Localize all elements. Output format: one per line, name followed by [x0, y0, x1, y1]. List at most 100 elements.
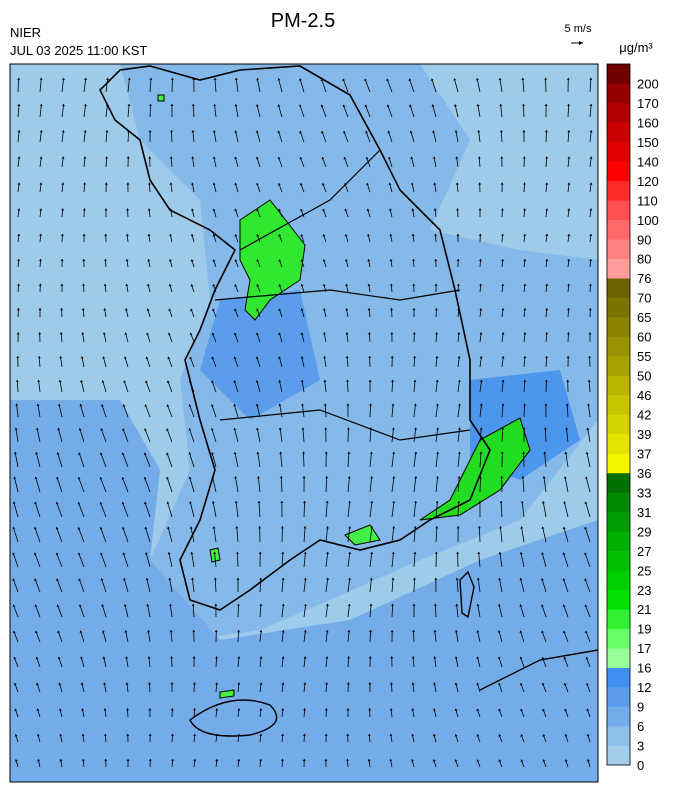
colorbar-segment	[607, 453, 630, 473]
colorbar-label: 23	[637, 583, 651, 598]
colorbar-label: 80	[637, 252, 651, 267]
wind-arrow	[433, 784, 436, 792]
colorbar-label: 21	[637, 602, 651, 617]
colorbar-label: 70	[637, 291, 651, 306]
wind-arrow	[38, 784, 40, 792]
colorbar-label: 42	[637, 408, 651, 423]
wind-arrowhead	[60, 784, 63, 786]
colorbar-segment	[607, 337, 630, 357]
wind-arrow	[521, 784, 524, 792]
wind-arrowhead	[367, 784, 370, 786]
colorbar-segment	[607, 668, 630, 688]
colorbar-segment	[607, 746, 630, 766]
wind-arrowhead	[520, 784, 523, 786]
wind-arrowhead	[15, 784, 18, 786]
wind-arrow	[194, 784, 195, 792]
wind-arrowhead	[215, 784, 218, 786]
colorbar-segment	[607, 590, 630, 610]
wind-arrow	[238, 784, 239, 792]
wind-arrowhead	[587, 784, 590, 786]
wind-arrowhead	[346, 784, 349, 786]
wind-arrow	[216, 784, 217, 792]
colorbar-segment	[607, 570, 630, 590]
colorbar-label: 170	[637, 96, 659, 111]
colorbar-segment	[607, 298, 630, 318]
colorbar-segment	[607, 239, 630, 259]
colorbar-label: 6	[637, 719, 644, 734]
wind-arrowhead	[389, 784, 392, 786]
colorbar-segment	[607, 161, 630, 181]
colorbar-label: 100	[637, 213, 659, 228]
wind-arrow	[61, 784, 62, 792]
wind-arrowhead	[127, 784, 130, 786]
colorbar-label: 50	[637, 369, 651, 384]
colorbar-segment	[607, 629, 630, 649]
wind-arrow	[588, 784, 590, 792]
wind-arrowhead	[565, 784, 568, 786]
colorbar-segment	[607, 687, 630, 707]
colorbar-label: 19	[637, 622, 651, 637]
colorbar-segment	[607, 473, 630, 493]
colorbar-label: 160	[637, 115, 659, 130]
colorbar-segment	[607, 609, 630, 629]
wind-arrowhead	[476, 784, 479, 786]
colorbar-label: 27	[637, 544, 651, 559]
colorbar-label: 29	[637, 524, 651, 539]
map	[10, 64, 598, 792]
wind-arrowhead	[498, 784, 501, 786]
datetime: JUL 03 2025 11:00 KST	[10, 43, 147, 58]
colorbar-label: 140	[637, 154, 659, 169]
colorbar-label: 9	[637, 700, 644, 715]
colorbar-label: 39	[637, 427, 651, 442]
colorbar-segment	[607, 220, 630, 240]
wind-arrowhead	[302, 784, 305, 786]
colorbar-label: 25	[637, 563, 651, 578]
colorbar-segment	[607, 181, 630, 201]
colorbar-segment	[607, 103, 630, 123]
colorbar-label: 60	[637, 330, 651, 345]
colorbar-segment	[607, 317, 630, 337]
colorbar-segment	[607, 707, 630, 727]
wind-arrowhead	[193, 784, 196, 786]
colorbar-segment	[607, 83, 630, 103]
wind-arrowhead	[37, 784, 40, 786]
wind-arrowhead	[281, 784, 284, 786]
wind-arrow	[369, 784, 370, 792]
colorbar-segment	[607, 142, 630, 162]
colorbar-segment	[607, 64, 630, 84]
wind-arrow	[414, 578, 415, 592]
colorbar-label: 46	[637, 388, 651, 403]
colorbar-label: 200	[637, 76, 659, 91]
vector-scale-label: 5 m/s	[565, 23, 592, 35]
wind-arrow	[303, 452, 304, 467]
wind-arrow	[455, 784, 458, 792]
unit-label: μg/m³	[619, 40, 653, 55]
agency: NIER	[10, 25, 41, 40]
colorbar-segment	[607, 512, 630, 532]
colorbar-label: 31	[637, 505, 651, 520]
colorbar: 0369121617192123252729313336373942465055…	[607, 64, 659, 773]
wind-arrowhead	[324, 784, 327, 786]
colorbar-label: 17	[637, 641, 651, 656]
wind-arrow	[16, 784, 18, 792]
wind-arrow	[499, 784, 502, 792]
wind-arrowhead	[454, 784, 457, 786]
colorbar-label: 0	[637, 758, 644, 773]
colorbar-segment	[607, 726, 630, 746]
wind-arrowhead	[433, 784, 436, 786]
colorbar-label: 36	[637, 466, 651, 481]
colorbar-label: 65	[637, 310, 651, 325]
wind-arrowhead	[82, 784, 85, 786]
wind-arrow	[480, 476, 481, 492]
colorbar-segment	[607, 648, 630, 668]
wind-arrow	[566, 784, 568, 792]
wind-arrow	[260, 784, 261, 792]
wind-arrow	[150, 784, 151, 792]
title: PM-2.5	[271, 10, 335, 32]
wind-arrow	[172, 784, 173, 792]
wind-arrow	[412, 784, 414, 792]
wind-arrow	[83, 784, 84, 792]
wind-arrow	[390, 784, 392, 792]
